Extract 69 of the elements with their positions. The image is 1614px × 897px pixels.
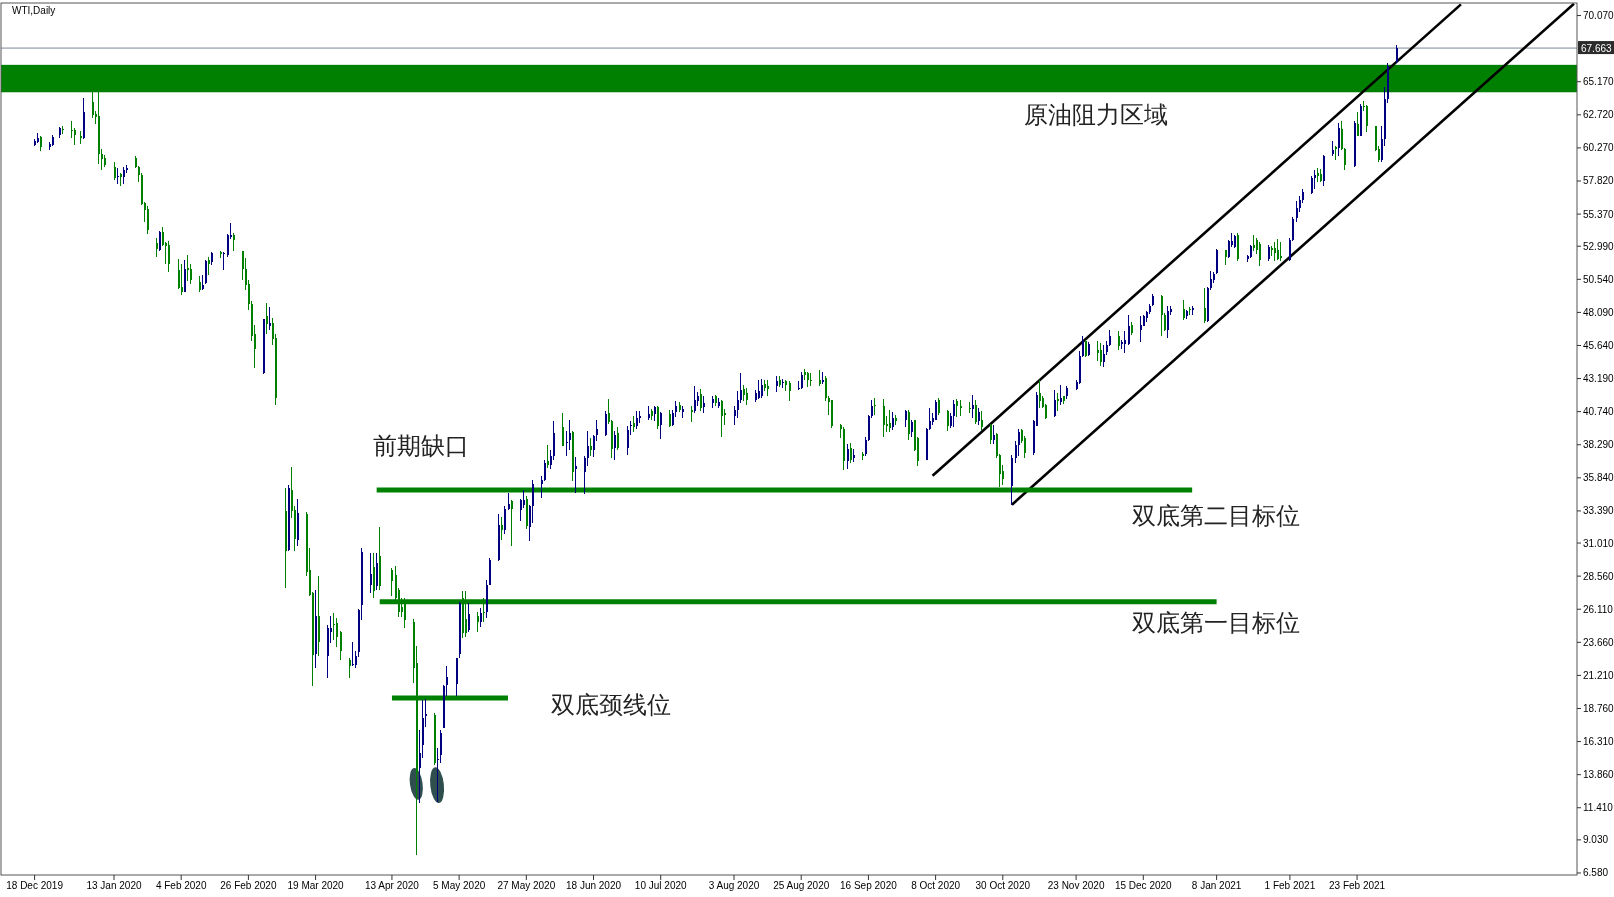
- x-tick-label: 18 Jun 2020: [566, 880, 622, 891]
- candlestick: [810, 373, 812, 386]
- x-tick-label: 8 Oct 2020: [911, 880, 961, 891]
- y-tick-label: 23.660: [1583, 636, 1614, 648]
- candlestick: [575, 457, 577, 493]
- x-tick-label: 13 Jan 2020: [86, 880, 142, 891]
- x-tick-label: 13 Apr 2020: [364, 880, 420, 891]
- y-tick-label: 31.010: [1583, 537, 1614, 549]
- y-tick-label: 28.560: [1583, 570, 1614, 582]
- x-tick-label: 26 Feb 2020: [220, 880, 277, 891]
- y-tick-label: 9.030: [1583, 834, 1609, 846]
- y-tick-label: 13.860: [1583, 769, 1614, 781]
- y-tick-label: 18.760: [1583, 702, 1614, 714]
- x-tick-label: 18 Dec 2019: [6, 880, 64, 891]
- candlestick: [269, 307, 271, 330]
- x-tick-label: 27 May 2020: [497, 880, 556, 891]
- y-tick-label: 45.640: [1583, 339, 1614, 351]
- y-tick-label: 50.540: [1583, 273, 1614, 285]
- candlestick: [782, 379, 784, 388]
- candlestick: [62, 126, 64, 134]
- ref-line-label: 67.663: [1581, 42, 1613, 54]
- y-tick-label: 6.580: [1583, 867, 1609, 879]
- candlestick: [117, 168, 119, 184]
- annotation: 双底第二目标位: [1132, 503, 1300, 529]
- y-tick-label: 70.070: [1583, 10, 1614, 22]
- candlestick: [691, 406, 693, 422]
- candlestick: [874, 398, 876, 415]
- y-tick-label: 55.370: [1583, 208, 1614, 220]
- y-tick-label: 60.270: [1583, 142, 1614, 154]
- candlestick: [223, 252, 225, 270]
- annotation: 原油阻力区域: [1024, 102, 1168, 128]
- candlestick: [1189, 307, 1191, 315]
- candlestick: [352, 642, 354, 666]
- candlestick: [1280, 242, 1282, 261]
- x-tick-label: 10 Jul 2020: [634, 880, 688, 891]
- y-tick-label: 38.290: [1583, 439, 1614, 451]
- y-tick-label: 40.740: [1583, 406, 1614, 418]
- y-tick-label: 52.990: [1583, 240, 1614, 252]
- y-tick-label: 16.310: [1583, 736, 1614, 748]
- x-tick-label: 23 Feb 2021: [1329, 880, 1386, 891]
- x-tick-label: 16 Sep 2020: [840, 880, 898, 891]
- x-tick-label: 4 Feb 2020: [155, 880, 207, 891]
- candlestick: [969, 402, 971, 413]
- y-tick-label: 21.210: [1583, 669, 1614, 681]
- y-tick-label: 33.390: [1583, 505, 1614, 517]
- x-tick-label: 1 Feb 2021: [1264, 880, 1316, 891]
- x-tick-label: 23 Nov 2020: [1047, 880, 1105, 891]
- y-tick-label: 11.410: [1583, 802, 1614, 814]
- y-tick-label: 65.170: [1583, 76, 1614, 88]
- x-tick-label: 5 May 2020: [433, 880, 486, 891]
- y-tick-label: 48.090: [1583, 306, 1614, 318]
- y-tick-label: 26.110: [1583, 603, 1614, 615]
- y-tick-label: 35.840: [1583, 472, 1614, 484]
- x-tick-label: 8 Jan 2021: [1191, 880, 1242, 891]
- annotation: 前期缺口: [373, 433, 469, 459]
- y-tick-label: 43.190: [1583, 373, 1614, 385]
- x-tick-label: 30 Oct 2020: [975, 880, 1031, 891]
- x-tick-label: 19 Mar 2020: [287, 880, 345, 891]
- candlestick: [1057, 393, 1059, 411]
- y-tick-label: 62.720: [1583, 109, 1614, 121]
- candlestick: [960, 400, 962, 416]
- y-tick-label: 57.820: [1583, 175, 1614, 187]
- candlestick: [187, 255, 189, 281]
- x-tick-label: 25 Aug 2020: [773, 880, 830, 891]
- x-tick-label: 15 Dec 2020: [1114, 880, 1173, 891]
- x-tick-label: 3 Aug 2020: [708, 880, 760, 891]
- chart-title: WTI,Daily: [12, 5, 56, 16]
- annotation: 双底颈线位: [551, 692, 671, 718]
- annotation: 双底第一目标位: [1132, 610, 1300, 636]
